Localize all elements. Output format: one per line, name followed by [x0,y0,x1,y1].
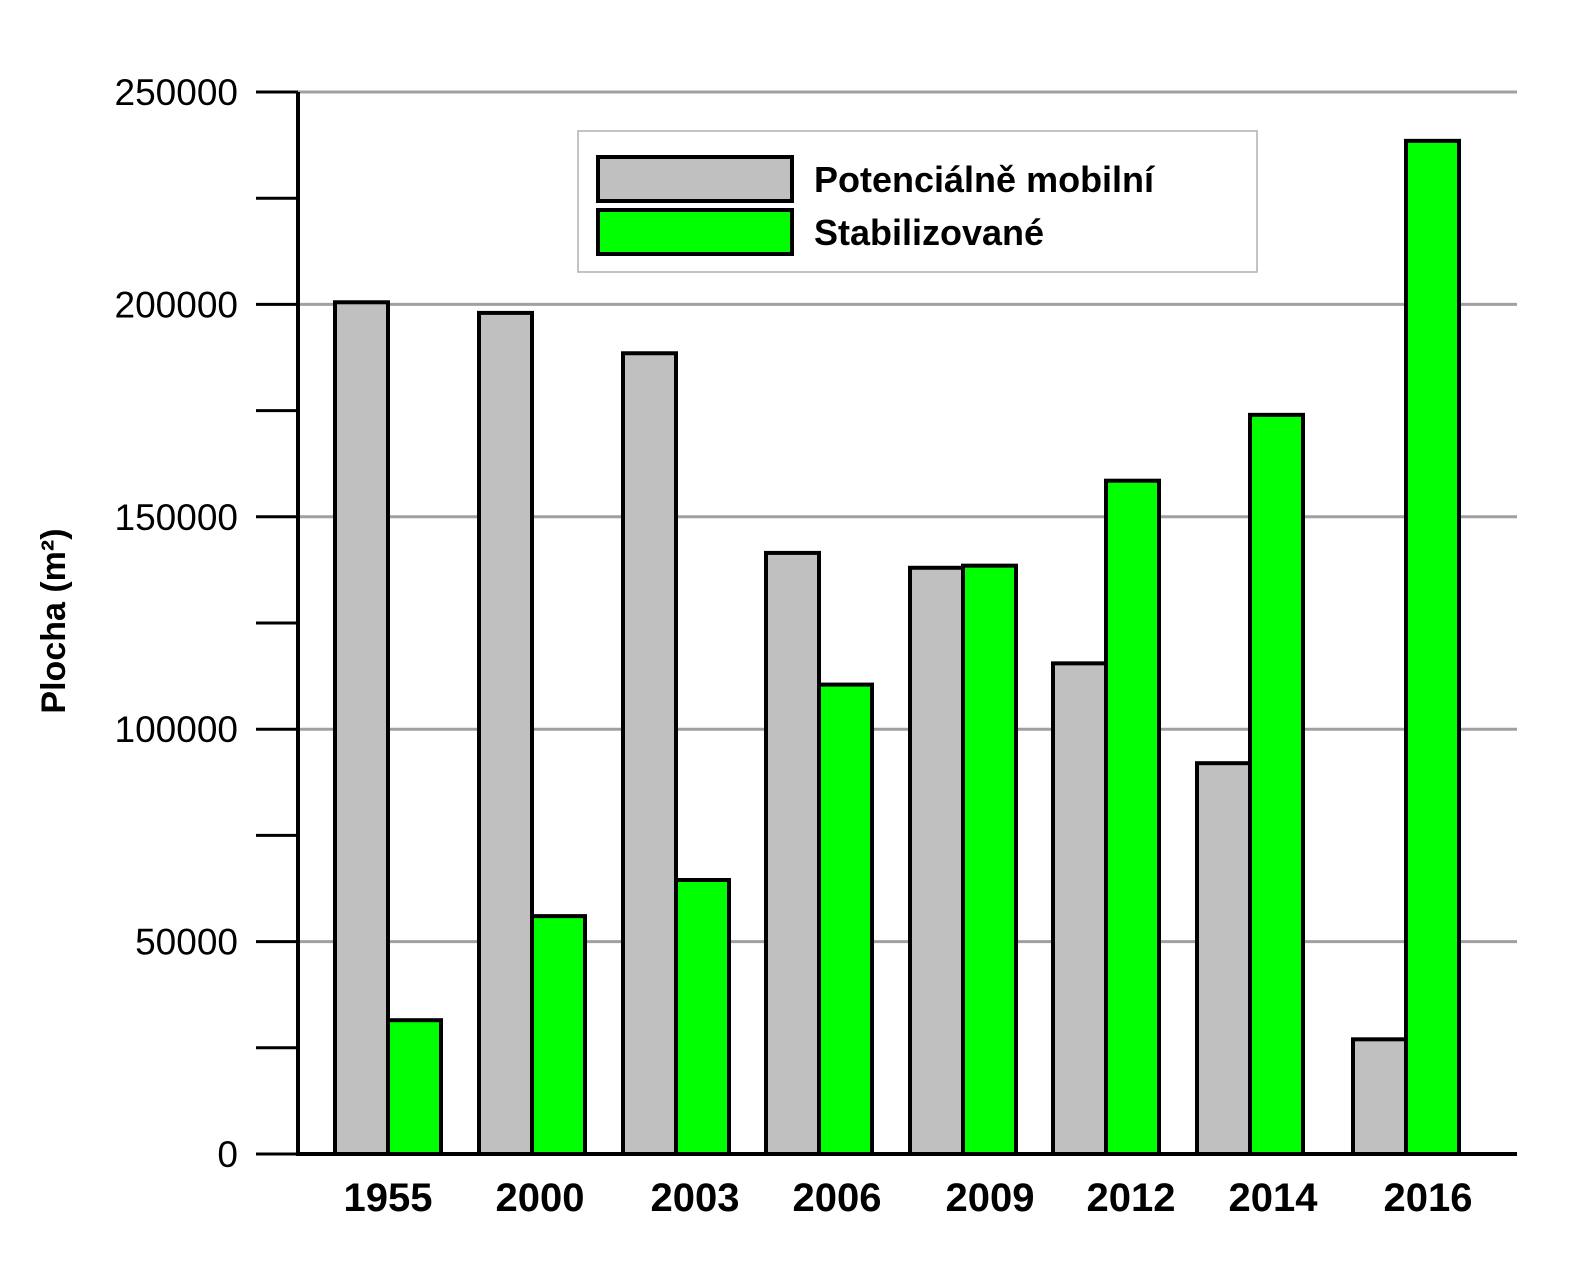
bar-potencialne-2006 [764,550,821,1156]
bar-stabilizovane-2012 [1104,478,1161,1156]
legend: Potenciálně mobilní Stabilizované [577,130,1258,273]
bar-potencialne-2009 [908,565,965,1156]
x-tick-label-1955: 1955 [344,1176,433,1220]
x-tick-label-2012: 2012 [1087,1176,1176,1220]
legend-label-stabilizovane: Stabilizované [814,212,1044,253]
bar-potencialne-2014 [1195,761,1252,1157]
y-tick-label: 150000 [115,497,238,538]
x-tick-label-2016: 2016 [1384,1176,1473,1220]
x-axis-labels: 1955 2000 2003 2006 2009 2012 2014 2016 [344,1176,1473,1220]
legend-label-potencialne: Potenciálně mobilní [814,159,1155,200]
x-tick-label-2006: 2006 [793,1176,882,1220]
bar-stabilizovane-2006 [817,682,874,1156]
bar-stabilizovane-2003 [674,878,731,1157]
x-tick-label-2003: 2003 [651,1176,740,1220]
bar-stabilizovane-1955 [386,1018,443,1156]
bar-potencialne-2000 [477,310,534,1156]
y-axis-ticks: 0 50000 100000 150000 200000 250000 [115,72,298,1175]
x-tick-label-2009: 2009 [946,1176,1035,1220]
bar-stabilizovane-2014 [1248,412,1305,1156]
x-tick-label-2014: 2014 [1229,1176,1319,1220]
bar-potencialne-2012 [1051,661,1108,1157]
bar-stabilizovane-2016 [1404,138,1461,1157]
bars [333,138,1461,1157]
y-tick-label: 0 [217,1134,238,1175]
y-axis-title: Plocha (m²) [35,528,73,713]
bar-potencialne-2016 [1351,1037,1408,1156]
y-tick-label: 100000 [115,709,238,750]
legend-swatch-potencialne [596,155,794,203]
bar-stabilizovane-2009 [961,563,1018,1156]
bar-potencialne-1955 [333,300,390,1156]
legend-swatch-stabilizovane [596,208,794,256]
bar-potencialne-2003 [621,351,678,1156]
y-tick-label: 250000 [115,72,238,113]
x-tick-label-2000: 2000 [496,1176,585,1220]
y-tick-label: 50000 [135,922,238,963]
bar-stabilizovane-2000 [530,914,587,1156]
y-tick-label: 200000 [115,284,238,325]
